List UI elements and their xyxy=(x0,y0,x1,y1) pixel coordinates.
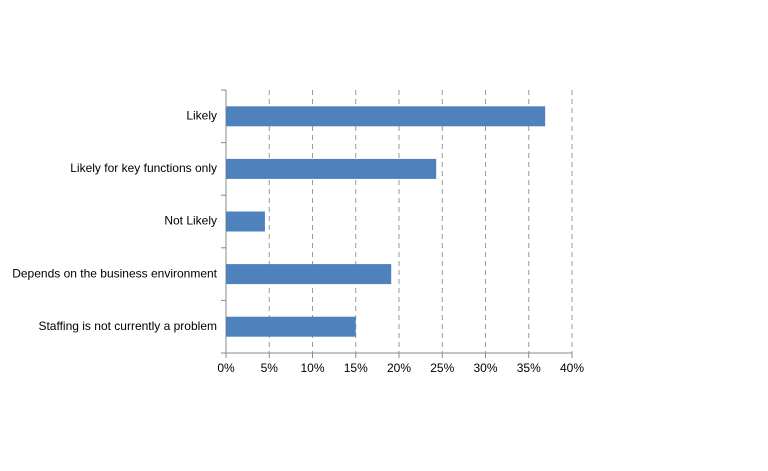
x-tick-label: 15% xyxy=(344,361,368,375)
bar xyxy=(226,264,392,285)
x-tick-label: 0% xyxy=(217,361,235,375)
y-tick-label: Likely xyxy=(186,108,217,122)
bar xyxy=(226,158,437,179)
y-tick-label: Not Likely xyxy=(164,214,217,228)
bar xyxy=(226,316,356,337)
x-tick-label: 5% xyxy=(261,361,279,375)
x-tick-label: 30% xyxy=(473,361,497,375)
y-tick-label: Depends on the business environment xyxy=(12,266,217,280)
bar xyxy=(226,211,265,232)
x-tick-label: 40% xyxy=(560,361,584,375)
x-tick-label: 35% xyxy=(517,361,541,375)
bar xyxy=(226,106,546,127)
y-tick-label: Staffing is not currently a problem xyxy=(38,319,217,333)
x-tick-label: 10% xyxy=(300,361,324,375)
x-tick-label: 20% xyxy=(387,361,411,375)
y-tick-label: Likely for key functions only xyxy=(70,161,217,175)
x-tick-label: 25% xyxy=(430,361,454,375)
